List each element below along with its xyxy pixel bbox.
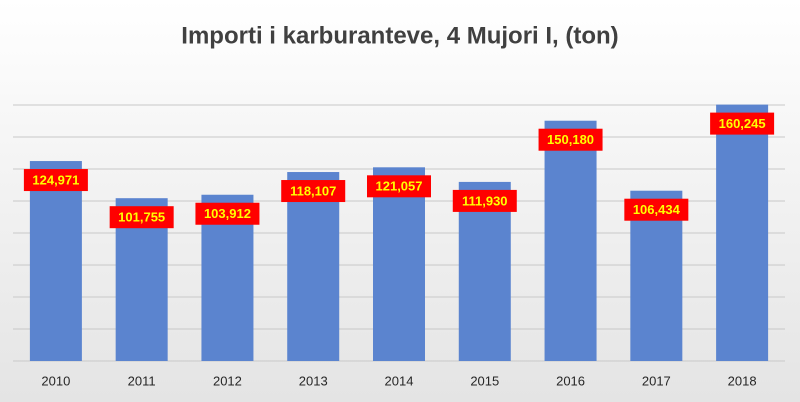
value-label-box xyxy=(23,169,88,192)
x-tick-label: 2012 xyxy=(213,373,242,388)
value-label: 111,930 xyxy=(462,193,508,208)
bar xyxy=(716,104,769,361)
value-label-box xyxy=(367,175,431,198)
value-label: 101,755 xyxy=(118,210,165,225)
value-label: 124,971 xyxy=(32,172,79,187)
bar xyxy=(287,172,340,361)
value-label: 106,434 xyxy=(633,202,681,217)
x-tick-label: 2016 xyxy=(556,373,585,388)
value-label-box xyxy=(624,198,689,221)
chart-title: Importi i karburanteve, 4 Mujori I, (ton… xyxy=(181,22,618,49)
x-tick-label: 2010 xyxy=(41,373,70,388)
x-tick-label: 2018 xyxy=(728,373,757,388)
value-label-box xyxy=(195,202,260,225)
value-label-box xyxy=(281,180,346,203)
value-label-box xyxy=(538,128,603,151)
x-tick-label: 2011 xyxy=(128,373,156,388)
x-tick-label: 2013 xyxy=(299,373,328,388)
value-label-box xyxy=(710,112,775,135)
bar xyxy=(373,167,425,361)
value-label-box xyxy=(452,189,517,212)
bar xyxy=(544,120,597,361)
x-tick-label: 2014 xyxy=(385,373,414,388)
x-tick-label: 2017 xyxy=(642,373,671,388)
value-label: 160,245 xyxy=(719,116,766,131)
value-label-box xyxy=(109,206,174,229)
x-tick-label: 2015 xyxy=(470,373,499,388)
value-label: 121,057 xyxy=(376,179,423,194)
value-label: 118,107 xyxy=(290,183,336,198)
bar xyxy=(29,161,82,361)
value-label: 103,912 xyxy=(204,206,251,221)
value-label: 150,180 xyxy=(547,132,594,147)
